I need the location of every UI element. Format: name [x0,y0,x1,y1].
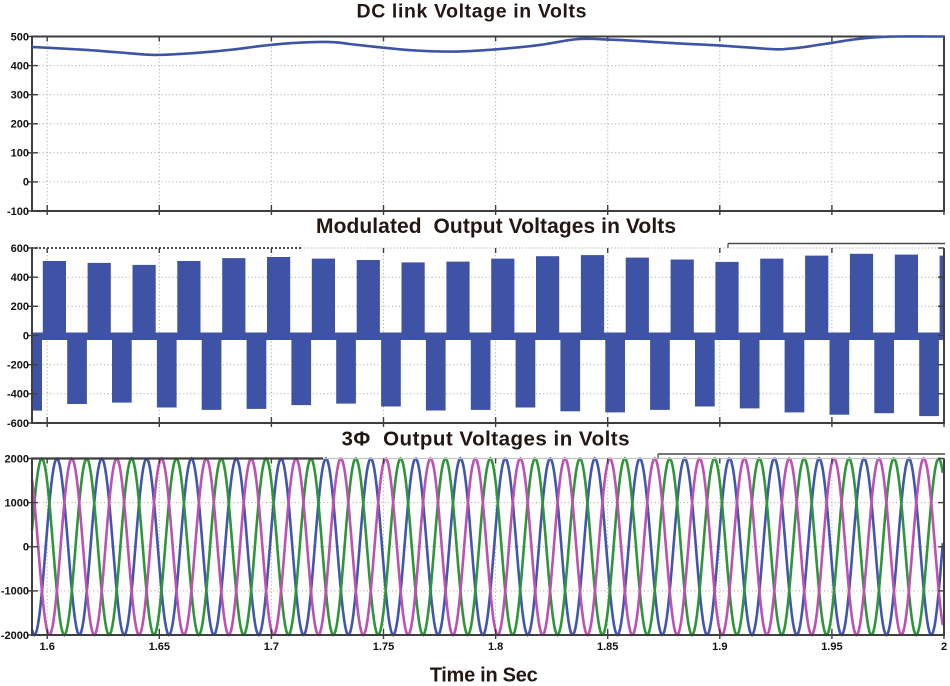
svg-text:100: 100 [11,148,29,160]
svg-text:DC link Voltage in Volts: DC link Voltage in Volts [357,1,587,23]
svg-text:0: 0 [23,177,29,189]
svg-text:300: 300 [11,90,29,102]
svg-text:1.8: 1.8 [488,641,503,653]
svg-text:1.65: 1.65 [149,641,170,653]
svg-text:-200: -200 [7,360,29,372]
svg-text:400: 400 [11,60,29,72]
svg-text:200: 200 [11,301,29,313]
svg-text:0: 0 [23,542,29,554]
svg-text:-400: -400 [7,389,29,401]
svg-text:1.7: 1.7 [264,641,279,653]
svg-text:2000: 2000 [5,453,29,465]
svg-text:Time in Sec: Time in Sec [430,665,538,686]
svg-text:600: 600 [11,243,29,255]
svg-text:-100: -100 [7,206,29,218]
svg-text:-600: -600 [7,418,29,430]
svg-text:-2000: -2000 [1,630,29,642]
svg-text:1.9: 1.9 [712,641,727,653]
svg-text:1.6: 1.6 [40,641,55,653]
svg-text:0: 0 [23,330,29,342]
svg-text:3Φ Output Voltages in Volts: 3Φ Output Voltages in Volts [342,428,630,451]
svg-text:2: 2 [941,641,947,653]
svg-text:1000: 1000 [5,497,29,509]
svg-text:1.75: 1.75 [373,641,394,653]
svg-text:400: 400 [11,272,29,284]
svg-text:1.85: 1.85 [597,641,618,653]
svg-text:500: 500 [11,31,29,43]
svg-text:200: 200 [11,119,29,131]
svg-text:-1000: -1000 [1,586,29,598]
svg-text:1.95: 1.95 [821,641,842,653]
svg-text:Modulated Output Voltages in: Modulated Output Voltages in Volts [316,215,676,238]
